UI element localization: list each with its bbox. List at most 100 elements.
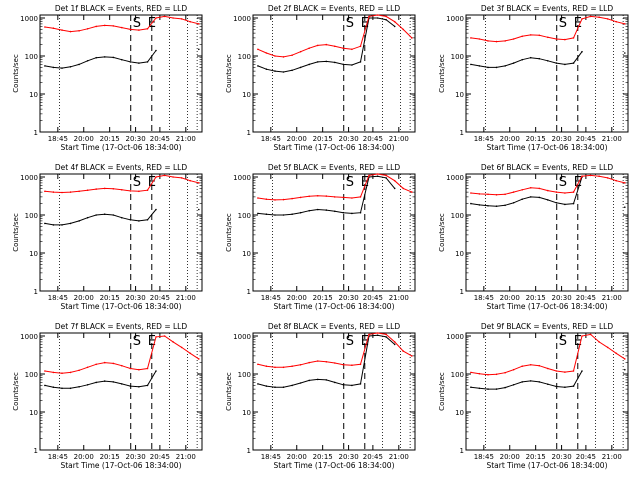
y-tick-label: 1000: [20, 333, 38, 341]
y-tick-label: 100: [451, 53, 464, 61]
y-tick-label: 1000: [20, 15, 38, 23]
x-tick-label: 18:45: [261, 453, 281, 461]
x-tick-label: 20:00: [287, 294, 307, 302]
detector-panel-9: Det 9f BLACK = Events, RED = LLD 1 10 100 10…: [438, 322, 629, 470]
x-axis-label: Start Time (17-Oct-06 18:34:00): [273, 302, 394, 311]
x-tick-label: 20:00: [500, 294, 520, 302]
marker-e-label: E: [148, 334, 156, 349]
x-tick-label: 18:45: [48, 135, 68, 143]
x-tick-label: 21:00: [389, 453, 409, 461]
marker-s-label: S: [559, 16, 567, 31]
x-axis-label: Start Time (17-Oct-06 18:34:00): [60, 143, 181, 152]
x-tick-label: 20:15: [526, 453, 546, 461]
y-axis-label: Counts/sec: [225, 372, 233, 411]
marker-s-label: S: [346, 175, 354, 190]
y-tick-label: 100: [238, 371, 251, 379]
x-tick-label: 20:15: [313, 453, 333, 461]
y-tick-label: 1000: [446, 15, 464, 23]
x-axis-label: Start Time (17-Oct-06 18:34:00): [273, 461, 394, 470]
y-tick-label: 1: [460, 129, 464, 137]
y-tick-label: 100: [238, 53, 251, 61]
x-tick-label: 20:45: [150, 294, 170, 302]
x-tick-label: 20:00: [500, 453, 520, 461]
y-tick-label: 1: [247, 129, 251, 137]
y-tick-label: 10: [455, 250, 464, 258]
panel-title: Det 8f BLACK = Events, RED = LLD: [268, 322, 401, 331]
series-events-line: [257, 17, 396, 73]
x-tick-label: 20:45: [363, 294, 383, 302]
marker-s-label: S: [559, 334, 567, 349]
series-lld-line: [44, 335, 200, 374]
x-tick-label: 20:00: [500, 135, 520, 143]
detector-panel-1: Det 1f BLACK = Events, RED = LLD 1 10 100 10…: [12, 4, 203, 152]
x-tick-label: 18:45: [474, 294, 494, 302]
marker-e-label: E: [361, 16, 369, 31]
y-axis-label: Counts/sec: [225, 54, 233, 93]
y-tick-label: 10: [242, 250, 251, 258]
panel-title: Det 5f BLACK = Events, RED = LLD: [268, 163, 401, 172]
x-tick-label: 20:30: [338, 453, 358, 461]
y-axis-label: Counts/sec: [438, 213, 446, 252]
plot-frame: [39, 332, 203, 451]
x-tick-label: 20:00: [74, 453, 94, 461]
series-lld-line: [257, 14, 413, 58]
panel-title: Det 1f BLACK = Events, RED = LLD: [55, 4, 188, 13]
series-events-line: [44, 209, 157, 226]
panel-title: Det 7f BLACK = Events, RED = LLD: [55, 322, 188, 331]
x-tick-label: 20:30: [338, 135, 358, 143]
series-lld-line: [257, 332, 413, 368]
y-tick-label: 1: [34, 129, 38, 137]
series-events-point: [198, 48, 200, 51]
y-tick-label: 100: [451, 212, 464, 220]
detector-panel-3: Det 3f BLACK = Events, RED = LLD 1 10 100 10…: [438, 4, 629, 152]
x-tick-label: 21:00: [389, 135, 409, 143]
detector-panel-8: Det 8f BLACK = Events, RED = LLD 1 10 100 10…: [225, 322, 416, 470]
series-lld-line: [470, 333, 626, 376]
plot-frame: [465, 14, 629, 133]
x-tick-label: 20:15: [100, 453, 120, 461]
x-tick-label: 20:00: [74, 294, 94, 302]
y-tick-label: 1000: [233, 333, 251, 341]
series-events-point: [624, 52, 626, 54]
x-axis-label: Start Time (17-Oct-06 18:34:00): [60, 302, 181, 311]
y-axis-label: Counts/sec: [438, 372, 446, 411]
y-tick-label: 1: [247, 288, 251, 296]
x-tick-label: 20:45: [150, 453, 170, 461]
marker-e-label: E: [361, 334, 369, 349]
plot-frame: [252, 173, 416, 292]
x-tick-label: 20:15: [526, 294, 546, 302]
y-tick-label: 1000: [446, 333, 464, 341]
y-axis-label: Counts/sec: [225, 213, 233, 252]
x-axis-label: Start Time (17-Oct-06 18:34:00): [60, 461, 181, 470]
y-tick-label: 10: [29, 91, 38, 99]
panel-title: Det 9f BLACK = Events, RED = LLD: [481, 322, 614, 331]
x-axis-label: Start Time (17-Oct-06 18:34:00): [273, 143, 394, 152]
x-tick-label: 20:45: [363, 453, 383, 461]
x-tick-label: 18:45: [474, 135, 494, 143]
x-tick-label: 20:30: [125, 135, 145, 143]
detector-panel-2: Det 2f BLACK = Events, RED = LLD 1 10 100 10…: [225, 4, 416, 152]
x-tick-label: 18:45: [261, 135, 281, 143]
plot-frame: [39, 173, 203, 292]
y-tick-label: 100: [238, 212, 251, 220]
series-lld-line: [470, 15, 625, 43]
y-tick-label: 1: [460, 288, 464, 296]
panel-title: Det 4f BLACK = Events, RED = LLD: [55, 163, 188, 172]
y-tick-label: 100: [451, 371, 464, 379]
x-tick-label: 20:45: [576, 135, 596, 143]
y-tick-label: 1: [34, 447, 38, 455]
x-tick-label: 20:15: [313, 294, 333, 302]
y-tick-label: 100: [25, 53, 38, 61]
x-axis-label: Start Time (17-Oct-06 18:34:00): [486, 143, 607, 152]
series-events-point: [198, 208, 200, 211]
y-tick-label: 1000: [20, 174, 38, 182]
plot-frame: [252, 14, 416, 133]
y-tick-label: 10: [29, 250, 38, 258]
y-tick-label: 100: [25, 371, 38, 379]
series-events-point: [624, 368, 626, 371]
x-tick-label: 20:45: [150, 135, 170, 143]
plot-frame: [465, 173, 629, 292]
y-tick-label: 10: [29, 409, 38, 417]
x-tick-label: 20:00: [287, 453, 307, 461]
